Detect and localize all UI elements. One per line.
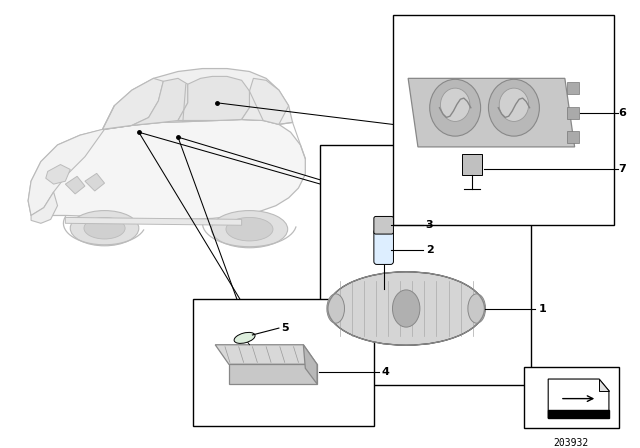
Text: 5: 5 — [281, 323, 289, 333]
Bar — [394, 15, 614, 225]
Text: 7: 7 — [619, 164, 627, 174]
Bar — [567, 107, 579, 119]
Text: 2: 2 — [426, 245, 433, 255]
Polygon shape — [28, 125, 132, 215]
Bar — [320, 145, 531, 385]
Bar — [524, 367, 619, 428]
Polygon shape — [31, 192, 58, 223]
Ellipse shape — [499, 88, 529, 121]
Ellipse shape — [392, 290, 420, 327]
Ellipse shape — [234, 332, 255, 343]
Ellipse shape — [440, 88, 470, 121]
Polygon shape — [303, 345, 317, 384]
Ellipse shape — [468, 294, 486, 323]
Bar — [548, 410, 609, 418]
Polygon shape — [102, 69, 292, 129]
Ellipse shape — [328, 272, 484, 345]
Polygon shape — [65, 217, 242, 225]
Polygon shape — [548, 379, 609, 418]
FancyBboxPatch shape — [374, 216, 394, 234]
Polygon shape — [408, 78, 575, 147]
Polygon shape — [599, 379, 609, 391]
Polygon shape — [102, 78, 163, 129]
Polygon shape — [229, 364, 317, 384]
Polygon shape — [178, 77, 250, 121]
Text: 4: 4 — [381, 367, 390, 377]
Ellipse shape — [488, 79, 540, 136]
Text: 6: 6 — [619, 108, 627, 118]
Text: 1: 1 — [538, 303, 546, 314]
Text: 203932: 203932 — [554, 438, 589, 448]
Ellipse shape — [327, 294, 344, 323]
Ellipse shape — [70, 211, 139, 246]
Polygon shape — [242, 78, 289, 125]
Text: 3: 3 — [426, 220, 433, 230]
Bar — [193, 299, 374, 426]
Polygon shape — [46, 164, 70, 184]
Polygon shape — [85, 173, 104, 191]
Bar — [567, 131, 579, 143]
Ellipse shape — [226, 217, 273, 241]
Ellipse shape — [84, 217, 125, 239]
Ellipse shape — [211, 211, 287, 248]
Ellipse shape — [429, 79, 481, 136]
Bar — [567, 82, 579, 94]
Polygon shape — [65, 177, 85, 194]
FancyBboxPatch shape — [374, 229, 394, 264]
Polygon shape — [132, 78, 188, 125]
Polygon shape — [28, 120, 305, 220]
Polygon shape — [215, 345, 317, 364]
Bar — [462, 154, 482, 175]
